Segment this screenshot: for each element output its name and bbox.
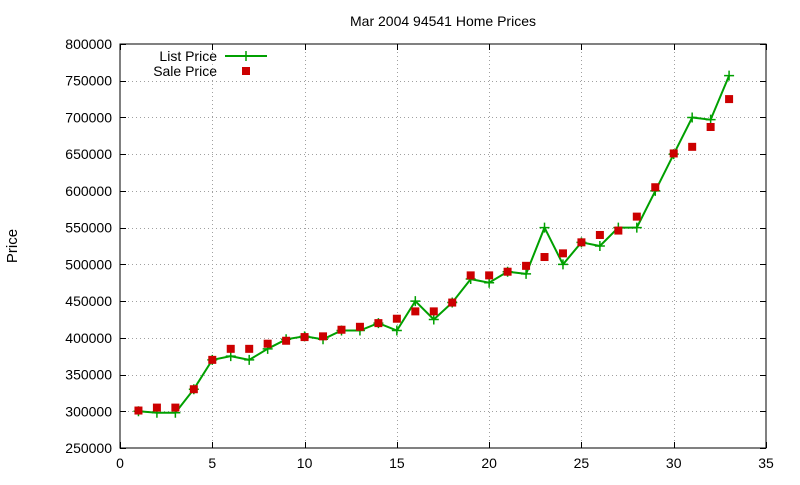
- y-tick-label: 700000: [65, 109, 112, 125]
- sale-price-point: [429, 307, 438, 316]
- sale-price-point: [632, 212, 641, 221]
- sale-price-point: [595, 230, 604, 239]
- x-tick-label: 15: [389, 455, 405, 471]
- series-layer: [133, 70, 735, 418]
- sale-price-point: [226, 344, 235, 353]
- sale-price-point: [263, 339, 272, 348]
- sale-price-point: [540, 253, 549, 262]
- list-price-line: [138, 75, 731, 414]
- legend-label-list-price: List Price: [159, 48, 217, 64]
- y-tick-label: 350000: [65, 367, 112, 383]
- y-tick-label: 650000: [65, 146, 112, 162]
- list-price-point: [557, 259, 568, 270]
- sale-price-point: [189, 385, 198, 394]
- sale-price-point: [134, 406, 143, 415]
- list-price-point: [724, 70, 735, 81]
- y-axis-label: Price: [4, 229, 21, 263]
- y-tick-label: 800000: [65, 36, 112, 52]
- chart-title: Mar 2004 94541 Home Prices: [350, 13, 536, 29]
- sale-price-point: [706, 123, 715, 132]
- sale-price-point: [208, 355, 217, 364]
- sale-price-point: [725, 95, 734, 104]
- legend-label-sale-price: Sale Price: [153, 63, 217, 79]
- plot-frame: [119, 43, 767, 449]
- list-price-point: [705, 114, 716, 125]
- list-price-point: [428, 314, 439, 325]
- sale-price-point: [282, 336, 291, 345]
- y-tick-label: 550000: [65, 220, 112, 236]
- sale-price-point: [503, 267, 512, 276]
- list-price-point: [687, 112, 698, 123]
- sale-price-point: [669, 149, 678, 158]
- sale-price-point: [448, 298, 457, 307]
- list-price-point: [391, 325, 402, 336]
- sale-price-point: [466, 271, 475, 280]
- y-tick-label: 450000: [65, 293, 112, 309]
- sale-price-point: [688, 142, 697, 151]
- y-tick-label: 600000: [65, 183, 112, 199]
- sale-price-point: [245, 344, 254, 353]
- y-tick-label: 300000: [65, 403, 112, 419]
- axis-ticks: 0 5 10 15 20 25 30 35 250000 300000 350000 400000 45…: [65, 36, 774, 471]
- x-tick-label: 20: [481, 455, 497, 471]
- list-price-point: [631, 222, 642, 233]
- y-tick-label: 500000: [65, 256, 112, 272]
- sale-price-point: [411, 307, 420, 316]
- sale-price-point: [522, 261, 531, 270]
- sale-price-point: [577, 238, 586, 247]
- sale-price-point: [374, 319, 383, 328]
- list-price-point: [539, 222, 550, 233]
- list-price-point: [594, 241, 605, 251]
- sale-price-point: [392, 314, 401, 323]
- x-tick-label: 30: [666, 455, 682, 471]
- sale-price-point: [558, 249, 567, 258]
- sale-price-point: [171, 403, 180, 412]
- x-tick-label: 10: [297, 455, 313, 471]
- x-tick-label: 5: [208, 455, 216, 471]
- sale-price-point: [651, 183, 660, 192]
- legend-marker-sale-price: [242, 67, 250, 75]
- x-tick-label: 0: [116, 455, 124, 471]
- sale-price-point: [614, 226, 623, 235]
- x-tick-label: 35: [758, 455, 774, 471]
- sale-price-point: [485, 271, 494, 280]
- sale-price-point: [337, 325, 346, 334]
- x-tick-label: 25: [574, 455, 590, 471]
- y-tick-label: 400000: [65, 330, 112, 346]
- list-price-point: [244, 354, 255, 365]
- list-price-point: [484, 277, 495, 288]
- sale-price-point: [319, 332, 328, 341]
- gridlines: [120, 44, 766, 448]
- legend-marker-list-price: [241, 51, 251, 61]
- list-price-point: [410, 296, 421, 307]
- y-tick-label: 750000: [65, 73, 112, 89]
- sale-price-point: [355, 322, 364, 331]
- list-price-point: [225, 351, 236, 362]
- y-tick-label: 250000: [65, 440, 112, 456]
- sale-price-point: [300, 333, 309, 342]
- sale-price-point: [152, 403, 161, 412]
- list-price-point: [521, 268, 532, 279]
